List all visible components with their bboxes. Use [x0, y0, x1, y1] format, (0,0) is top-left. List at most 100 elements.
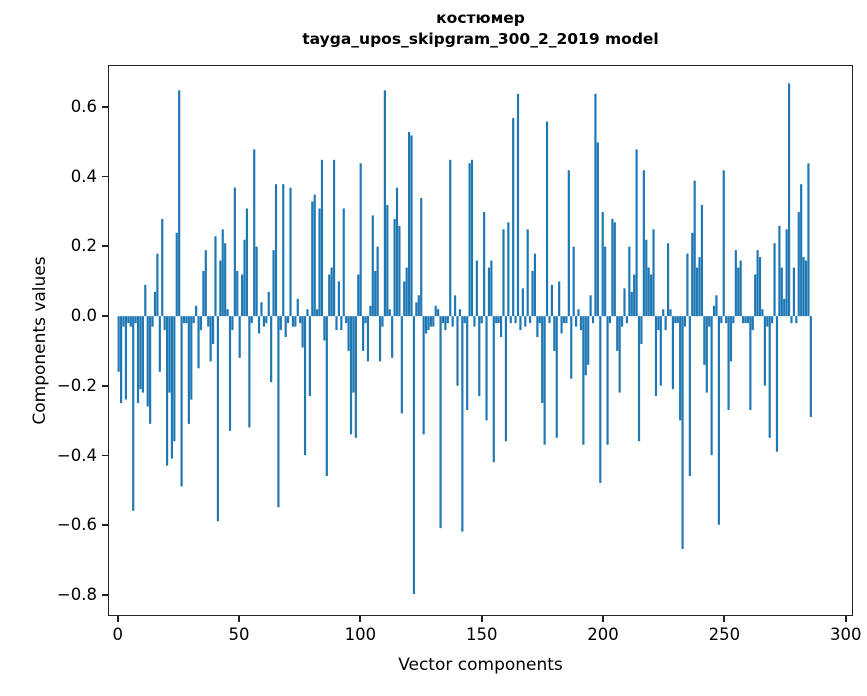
bar: [780, 267, 783, 317]
bar: [662, 309, 665, 317]
bar: [657, 316, 660, 331]
bar: [221, 229, 224, 317]
y-tick-mark: [102, 105, 108, 108]
bar: [364, 316, 367, 324]
bar: [233, 187, 236, 317]
bar: [604, 246, 607, 317]
bar: [214, 236, 217, 317]
bar: [296, 298, 299, 317]
bar: [226, 309, 229, 317]
y-tick-label: −0.2: [56, 375, 97, 395]
bar: [255, 246, 258, 317]
bar: [725, 316, 728, 324]
bar: [473, 316, 476, 327]
bar: [301, 316, 304, 348]
bar: [746, 316, 750, 324]
bar: [705, 316, 708, 393]
bar: [758, 257, 762, 317]
y-tick-mark: [102, 594, 108, 596]
bar: [693, 180, 696, 317]
bar: [337, 281, 341, 317]
bar: [749, 316, 752, 410]
bar: [623, 288, 626, 317]
bar: [562, 316, 566, 324]
bar: [386, 204, 389, 317]
bar: [570, 316, 573, 379]
bar: [243, 239, 246, 317]
x-axis-ticks: 0 50 100 150 200 250 300: [108, 616, 861, 676]
y-tick-label: 0.4: [70, 166, 97, 186]
bar: [238, 316, 241, 358]
bar: [417, 295, 420, 317]
bar: [316, 309, 319, 317]
bar: [720, 316, 723, 324]
bar: [248, 316, 251, 428]
bar: [342, 208, 345, 317]
bar: [398, 225, 401, 317]
bar: [412, 316, 416, 595]
y-tick-label: −0.8: [56, 585, 97, 605]
bar: [257, 316, 261, 334]
bar: [671, 316, 674, 390]
bar: [550, 284, 553, 317]
bar: [499, 316, 503, 338]
bar: [645, 239, 648, 317]
bar: [204, 250, 207, 317]
bar: [325, 316, 328, 477]
bar: [303, 316, 307, 456]
bar: [795, 316, 798, 324]
bar: [502, 229, 505, 317]
bar: [359, 163, 362, 317]
plot-axes: [108, 65, 853, 616]
bar: [625, 316, 629, 324]
bar: [388, 309, 391, 317]
bar: [439, 316, 442, 529]
bar: [669, 309, 672, 317]
bar: [679, 316, 682, 421]
bar: [349, 316, 353, 435]
bar: [804, 260, 808, 317]
bar: [120, 316, 123, 404]
bar: [403, 281, 406, 317]
bar: [470, 159, 474, 317]
bar: [722, 170, 725, 317]
bar: [708, 316, 711, 327]
x-tick-label: 100: [344, 625, 377, 644]
bar: [635, 149, 638, 317]
bar: [475, 260, 478, 317]
bar: [744, 316, 747, 324]
bar: [175, 232, 178, 317]
bar: [601, 211, 604, 317]
y-tick-mark: [102, 384, 108, 387]
bar: [185, 316, 188, 324]
bar: [415, 302, 418, 317]
bar: [514, 316, 517, 324]
bar: [608, 316, 612, 324]
bar: [637, 316, 641, 442]
bar: [676, 316, 679, 324]
bar: [543, 316, 546, 445]
bar: [732, 316, 735, 324]
y-tick-label: 0.0: [70, 306, 97, 326]
x-tick-mark: [238, 616, 240, 622]
bar: [378, 316, 382, 362]
bar: [785, 229, 788, 317]
bar: [594, 93, 597, 317]
bar: [509, 316, 512, 324]
bar: [483, 211, 486, 317]
bar: [139, 316, 142, 390]
bar: [294, 316, 297, 327]
bar: [589, 295, 592, 317]
bar: [587, 316, 590, 365]
bar: [441, 316, 445, 324]
bar: [151, 316, 154, 327]
bar: [773, 243, 776, 317]
bar: [250, 316, 253, 324]
bar: [790, 316, 793, 324]
bar: [449, 159, 452, 317]
bar: [391, 316, 394, 358]
bar: [766, 316, 769, 327]
bar: [420, 198, 423, 317]
bar: [330, 267, 333, 317]
